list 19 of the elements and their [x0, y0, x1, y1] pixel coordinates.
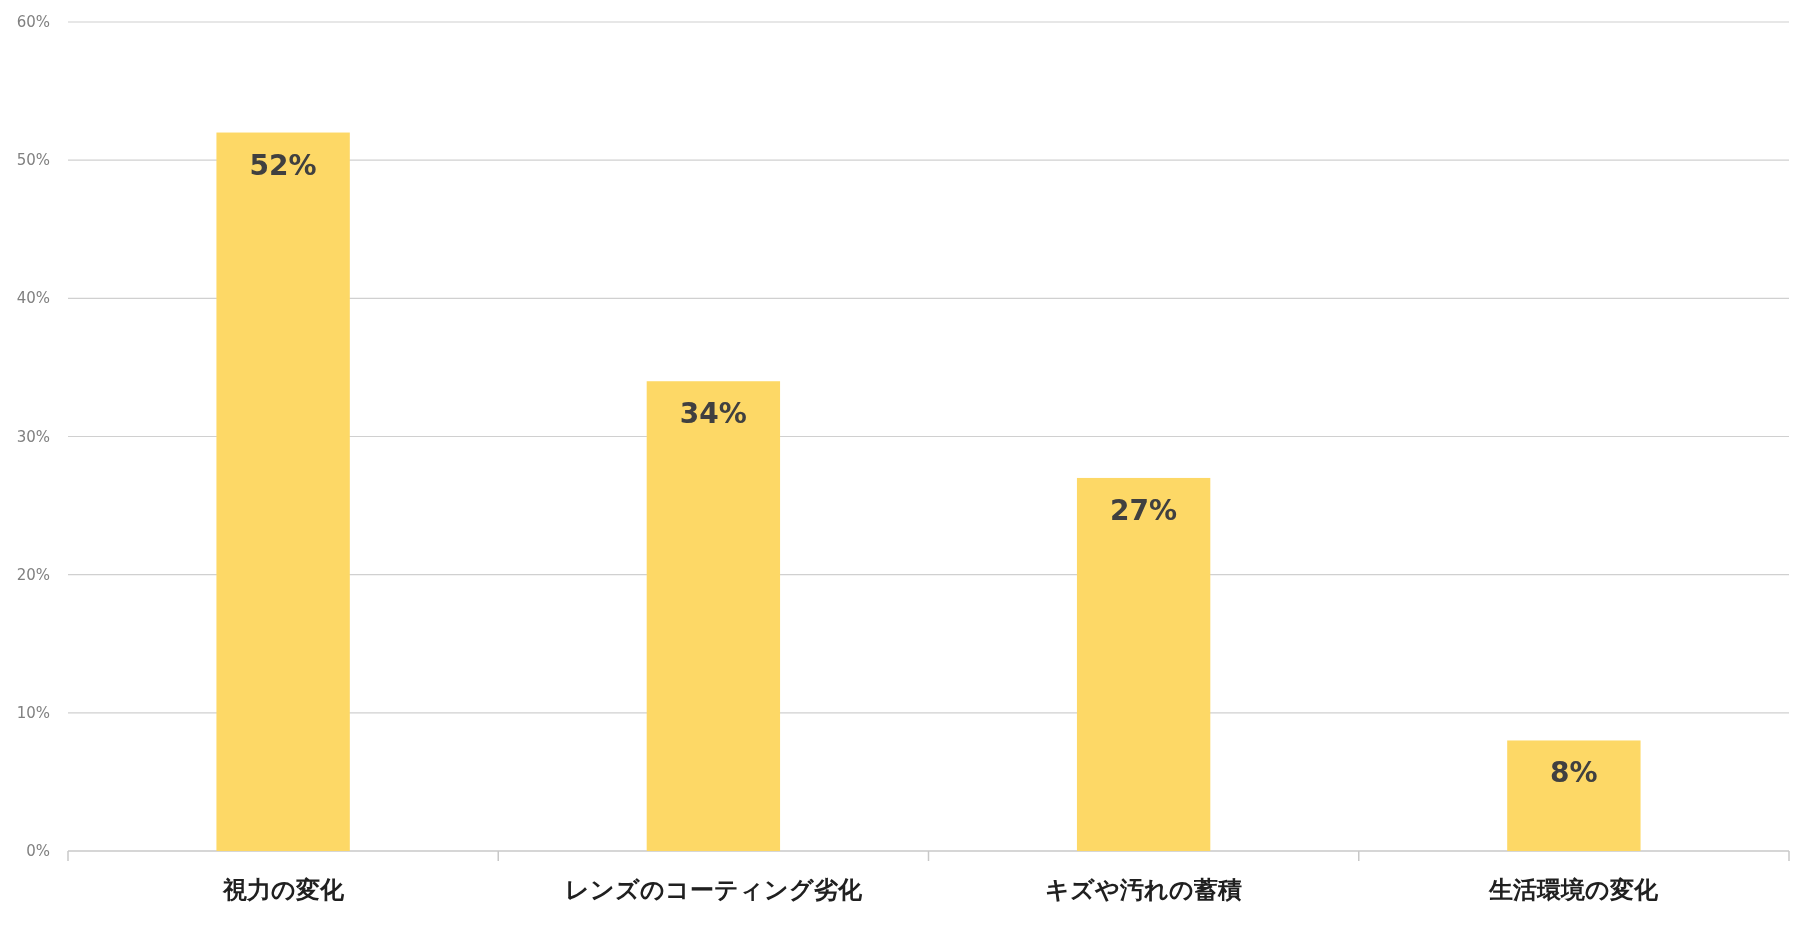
- data-label: 52%: [249, 148, 317, 182]
- x-tick-label: レンズのコーティング劣化: [564, 876, 863, 904]
- y-tick-label: 10%: [16, 703, 50, 722]
- data-label: 8%: [1550, 756, 1598, 790]
- bar: [1076, 477, 1211, 851]
- data-label: 34%: [679, 397, 747, 431]
- y-tick-label: 30%: [16, 427, 50, 446]
- y-tick-label: 60%: [16, 13, 50, 31]
- x-tick-label: 視力の変化: [221, 876, 345, 904]
- y-tick-label: 50%: [16, 151, 50, 170]
- bar: [646, 381, 781, 851]
- x-tick-label: キズや汚れの蓄積: [1045, 876, 1243, 904]
- y-tick-label: 20%: [16, 565, 50, 584]
- y-tick-label: 40%: [16, 289, 50, 308]
- bar: [216, 132, 350, 851]
- y-tick-label: 0%: [26, 842, 50, 860]
- data-label: 27%: [1110, 493, 1178, 527]
- bar: [1507, 740, 1641, 851]
- x-tick-label: 生活環境の変化: [1488, 876, 1660, 904]
